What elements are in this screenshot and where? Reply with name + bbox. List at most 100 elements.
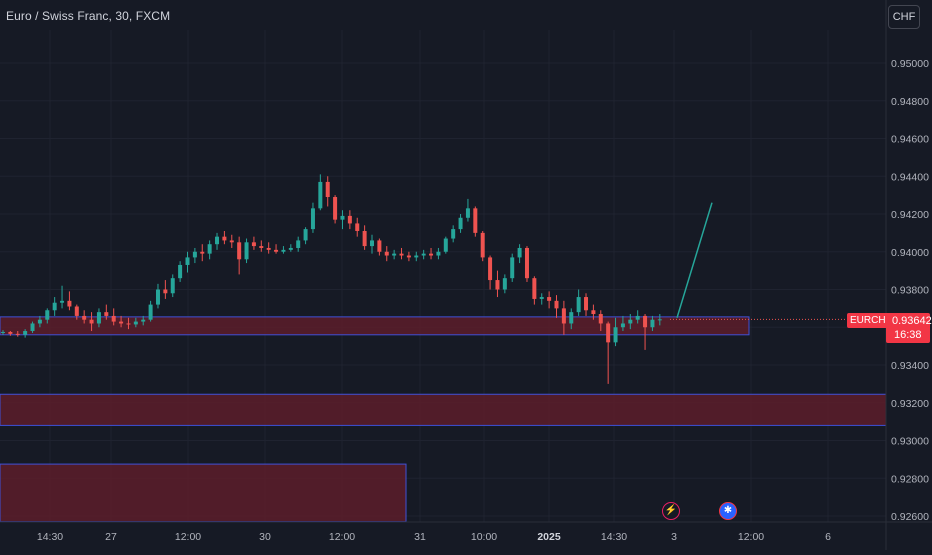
candle-body [370,240,374,247]
price-tick-label: 0.94600 [891,134,929,146]
candle-body [215,236,220,245]
candle-body [436,251,441,256]
candle-body [119,321,124,324]
candle-body [635,315,640,320]
demand-zone[interactable] [0,316,750,336]
candle-body [148,304,153,320]
candle-body [318,181,323,209]
candle-body [502,278,507,290]
price-tick-label: 0.92800 [891,473,929,485]
candle-body [310,208,315,230]
candle-body [15,333,20,335]
eu-glyph: ✱ [723,505,733,516]
candle-body [133,321,138,325]
candle-body [643,315,648,328]
candle-body [170,278,175,294]
price-tick-label: 0.94200 [891,209,929,221]
candle-body [554,300,559,309]
candle-body [377,240,382,252]
candle-body [126,323,131,325]
candle-body [266,247,271,250]
candle-body [288,247,293,250]
lightning-icon[interactable]: ⚡ [662,502,680,520]
candle-body [384,251,389,256]
candle-body [104,312,109,316]
time-tick-label: 3 [671,531,677,543]
candle-body [451,229,456,239]
time-tick-label: 10:00 [471,531,497,543]
current-price-value: 0.93642 [892,315,932,327]
candle-body [613,327,618,343]
candle-body [598,314,603,324]
candle-body [163,289,168,294]
demand-zone[interactable] [0,463,407,523]
price-tick-label: 0.94400 [891,171,929,183]
candle-body [333,197,338,220]
time-tick-label: 12:00 [329,531,355,543]
candle-body [237,242,242,260]
candle-body [200,251,205,254]
candle-body [524,247,529,279]
candle-body [620,323,625,328]
candle-body [111,315,116,322]
candle-body [347,215,352,224]
candle-body [37,319,42,324]
candle-body [355,223,360,231]
candle-body [480,232,485,258]
candle-body [178,264,183,279]
candle-body [443,238,448,252]
candle-body [517,247,522,258]
candle-body [192,251,197,258]
time-axis[interactable]: 14:30 27 12:00 30 12:00 31 10:00 2025 14:30 3 12:0… [0,521,932,543]
candle-body [392,253,397,256]
currency-button[interactable]: CHF [888,5,920,29]
price-tick-label: 0.92600 [891,511,929,523]
candle-body [274,249,279,252]
candle-body [296,240,301,248]
candle-body [45,310,50,320]
candle-body [606,323,611,343]
time-tick-label: 30 [259,531,271,543]
price-tick-label: 0.94000 [891,247,929,259]
price-tick-label: 0.93000 [891,436,929,448]
candle-body [82,315,87,320]
candle-body [67,300,72,307]
candle-body [421,253,426,256]
candle-body [340,215,345,220]
candle-body [185,257,190,265]
time-tick-label: 31 [414,531,426,543]
candle-body [30,323,35,332]
candle-body [429,253,434,256]
candle-body [229,240,234,243]
price-tick-label: 0.93800 [891,285,929,297]
candle-body [532,278,537,299]
candle-body [547,297,552,301]
symbol-label: EURCHF [847,313,895,328]
grid [0,30,886,522]
flag-eu-icon[interactable]: ✱ [719,502,737,520]
candle-body [561,308,566,324]
price-tick-label: 0.95000 [891,58,929,70]
candle-body [495,280,500,290]
time-tick-label: 27 [105,531,117,543]
candle-body [488,257,493,281]
candles [1,174,662,384]
demand-zone[interactable] [0,393,887,426]
candle-body [74,306,79,316]
projection-line[interactable] [676,202,713,319]
candle-body [251,242,256,247]
price-axis[interactable]: 0.95000 0.94800 0.94600 0.94400 0.94200 0.940… [885,0,929,550]
candle-body [406,255,411,258]
candle-body [8,331,13,334]
candle-body [259,246,264,248]
chart-title: Euro / Swiss Franc, 30, FXCM [6,9,171,23]
time-tick-label: 12:00 [738,531,764,543]
candle-body [473,208,478,233]
candle-body [399,253,404,256]
candle-body [458,217,463,230]
candle-body [510,257,515,279]
time-tick-label: 2025 [537,531,561,543]
lightning-glyph: ⚡ [664,505,678,516]
